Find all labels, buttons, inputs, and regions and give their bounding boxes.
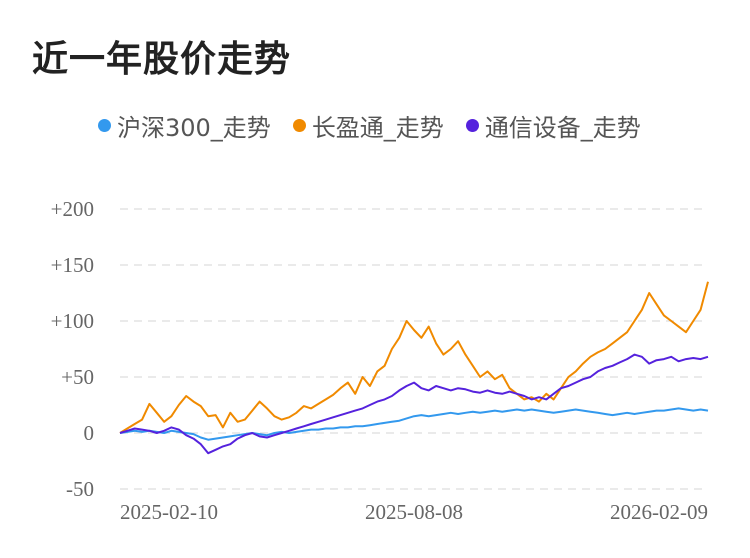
series-lines [119,281,709,455]
y-tick-label: +100 [51,309,94,333]
legend-label-telecom: 通信设备_走势 [484,114,641,142]
legend-marker-icon [98,119,111,132]
y-tick-label: +150 [51,253,94,277]
grid-lines [120,208,708,490]
x-tick-label: 2025-02-10 [120,500,218,524]
y-tick-label: 0 [84,421,95,445]
legend-marker-icon [465,119,479,132]
y-axis: +200 +150 +100 +50 0 -50 [51,197,94,501]
series-line-0 [119,407,709,441]
chart-title: 近一年股价走势 [32,39,292,80]
legend-marker-icon [292,119,306,132]
x-axis: 2025-02-10 2025-08-08 2026-02-09 [120,500,708,524]
legend-item-changyingtong[interactable]: 长盈通_走势 [292,108,444,143]
y-tick-label: -50 [66,477,94,501]
legend-label-hs300: 沪深300_走势 [117,114,271,142]
legend-item-hs300[interactable]: 沪深300_走势 [98,108,271,143]
legend: 沪深300_走势 长盈通_走势 通信设备_走势 [98,108,641,143]
x-tick-label: 2025-08-08 [365,500,463,524]
series-line-1 [119,281,709,434]
y-tick-label: +200 [51,197,94,221]
series-line-2 [119,353,709,455]
y-tick-label: +50 [61,365,94,389]
legend-label-changyingtong: 长盈通_走势 [311,114,444,142]
x-tick-label: 2026-02-09 [610,500,708,524]
legend-item-telecom[interactable]: 通信设备_走势 [465,108,641,143]
